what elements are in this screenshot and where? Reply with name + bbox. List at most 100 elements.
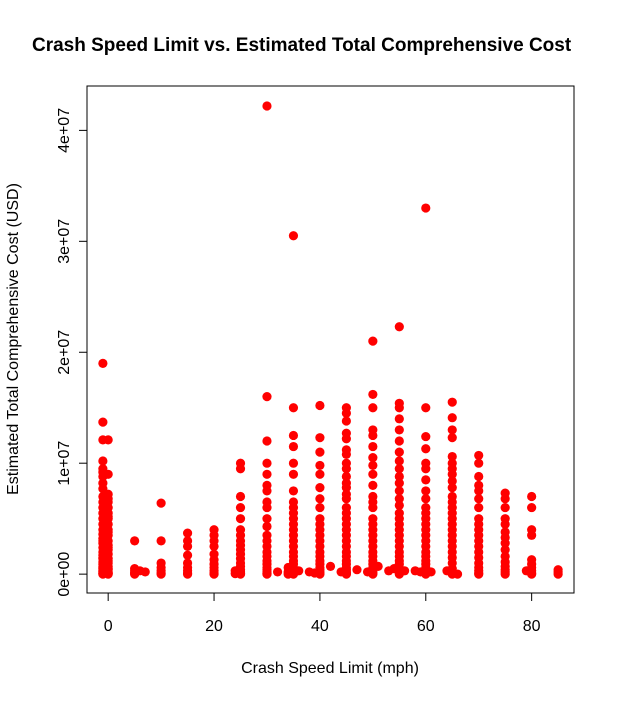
data-point — [262, 392, 272, 402]
data-point — [421, 494, 431, 504]
data-point — [315, 502, 325, 513]
y-axis: 0e+00 1e+07 2e+07 3e+07 4e+07 — [56, 108, 88, 597]
y-tick-label: 0e+00 — [56, 552, 73, 597]
data-point — [262, 480, 272, 490]
data-point — [103, 542, 113, 553]
data-point — [130, 536, 140, 546]
x-axis: 0 20 40 60 80 — [104, 592, 541, 635]
data-point — [288, 403, 299, 413]
data-point — [341, 471, 351, 482]
data-point — [235, 464, 246, 474]
data-point — [368, 441, 378, 452]
data-point — [500, 519, 510, 529]
data-point — [447, 397, 457, 407]
data-point — [500, 538, 510, 548]
data-point — [288, 469, 299, 479]
y-axis-label: Estimated Total Comprehensive Cost (USD) — [5, 183, 22, 495]
data-point — [394, 322, 404, 332]
data-point — [527, 502, 537, 513]
data-point — [262, 569, 272, 579]
data-point — [182, 528, 193, 538]
data-point — [140, 567, 150, 577]
y-tick-label: 4e+07 — [56, 108, 73, 153]
data-point — [527, 530, 537, 540]
data-point — [500, 569, 510, 579]
data-point — [315, 400, 325, 411]
data-point — [103, 435, 113, 445]
data-point — [368, 480, 378, 490]
data-point — [315, 569, 325, 579]
data-point — [341, 483, 351, 493]
data-point — [288, 486, 299, 496]
data-point — [421, 475, 431, 485]
data-point — [400, 566, 410, 576]
data-point — [156, 498, 166, 508]
data-point — [394, 464, 404, 474]
data-point — [315, 433, 325, 443]
data-point — [341, 416, 351, 426]
data-point — [262, 101, 272, 111]
data-point — [368, 430, 378, 441]
data-point — [235, 502, 246, 513]
data-point — [98, 456, 108, 466]
data-point — [447, 476, 457, 486]
data-point — [368, 453, 378, 463]
data-point — [262, 469, 272, 479]
data-point — [98, 417, 108, 427]
data-point — [262, 458, 272, 468]
data-point — [288, 430, 299, 441]
x-tick-label: 60 — [417, 618, 435, 635]
data-point — [103, 527, 113, 537]
data-point — [103, 511, 113, 522]
x-axis-label: Crash Speed Limit (mph) — [241, 660, 419, 677]
data-point — [394, 403, 404, 413]
data-point — [182, 541, 193, 552]
data-point — [447, 451, 457, 462]
x-tick-label: 20 — [205, 618, 223, 635]
data-point — [294, 566, 304, 576]
x-tick-label: 40 — [311, 618, 329, 635]
data-point — [98, 358, 108, 368]
data-point — [341, 449, 351, 459]
data-point — [235, 514, 246, 524]
data-point — [500, 494, 510, 504]
data-point — [421, 464, 431, 474]
data-point — [182, 569, 193, 579]
data-point — [474, 450, 484, 461]
data-point — [394, 486, 404, 496]
data-point — [421, 431, 431, 442]
data-point — [394, 456, 404, 466]
data-point — [288, 458, 299, 468]
data-point — [352, 565, 362, 575]
data-point — [553, 569, 563, 579]
data-point — [156, 536, 166, 546]
data-point — [452, 569, 463, 579]
y-tick-label: 1e+07 — [56, 441, 73, 486]
data-point — [447, 483, 457, 493]
data-point — [394, 471, 404, 482]
data-point — [474, 486, 484, 496]
data-points — [98, 101, 563, 579]
data-point — [394, 414, 404, 424]
data-point — [262, 436, 272, 446]
data-point — [421, 444, 431, 454]
data-point — [500, 502, 510, 513]
data-point — [474, 502, 484, 513]
data-point — [426, 567, 436, 577]
data-point — [315, 483, 325, 493]
data-point — [394, 447, 404, 457]
data-point — [209, 569, 219, 579]
data-point — [447, 413, 457, 423]
data-point — [262, 521, 272, 532]
data-point — [421, 486, 431, 496]
data-point — [368, 389, 378, 400]
data-point — [368, 502, 378, 513]
data-point — [103, 494, 113, 504]
data-point — [98, 478, 108, 488]
data-point — [341, 569, 351, 579]
data-point — [288, 508, 299, 518]
data-point — [368, 469, 378, 479]
data-point — [373, 561, 383, 571]
y-tick-label: 3e+07 — [56, 219, 73, 264]
